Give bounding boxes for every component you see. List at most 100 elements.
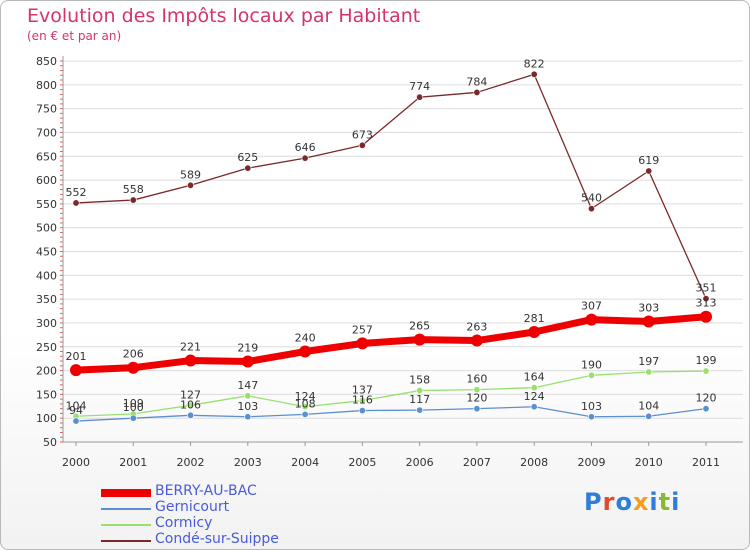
data-label: 137: [352, 384, 373, 397]
y-tick-label: 800: [36, 79, 57, 92]
legend-swatch: [101, 508, 151, 510]
y-tick-label: 50: [43, 436, 57, 449]
data-point: [700, 310, 712, 323]
data-point: [702, 367, 710, 375]
data-label: 219: [237, 342, 258, 355]
data-point: [416, 93, 424, 101]
data-label: 120: [466, 392, 487, 405]
data-label: 106: [180, 398, 201, 411]
data-point: [301, 410, 309, 418]
data-point: [528, 325, 541, 338]
x-tick-label: 2003: [234, 456, 262, 469]
data-label: 160: [466, 373, 487, 386]
legend-label: Gernicourt: [155, 499, 230, 515]
data-label: 147: [237, 379, 258, 392]
data-label: 257: [352, 323, 373, 336]
data-label: 124: [524, 390, 545, 403]
x-tick-label: 2004: [291, 456, 319, 469]
data-label: 197: [638, 355, 659, 368]
data-point: [585, 313, 598, 326]
data-label: 103: [581, 400, 602, 413]
data-label: 552: [66, 186, 87, 199]
data-label: 265: [409, 320, 430, 333]
data-label: 351: [696, 282, 717, 295]
y-tick-label: 300: [36, 317, 57, 330]
data-point: [72, 199, 80, 207]
data-label: 307: [581, 300, 602, 313]
data-point: [187, 401, 195, 409]
data-point: [358, 397, 366, 405]
series-line-Cormicy: [75, 370, 707, 417]
data-label: 120: [696, 392, 717, 405]
data-point: [702, 295, 710, 303]
data-label: 625: [237, 151, 258, 164]
data-point: [473, 386, 481, 394]
data-point: [645, 167, 653, 175]
data-label: 822: [524, 57, 545, 70]
data-point: [473, 88, 481, 96]
chart-subtitle: (en € et par an): [27, 29, 122, 43]
y-tick-label: 200: [36, 365, 57, 378]
data-label: 558: [123, 183, 144, 196]
data-point: [129, 414, 137, 422]
data-label: 673: [352, 128, 373, 141]
data-label: 589: [180, 168, 201, 181]
data-label: 263: [466, 321, 487, 334]
data-point: [645, 368, 653, 376]
legend-label: BERRY-AU-BAC: [155, 483, 257, 499]
data-label: 201: [66, 350, 87, 363]
x-tick-label: 2011: [692, 456, 720, 469]
data-point: [587, 205, 595, 213]
y-tick-label: 450: [36, 246, 57, 259]
data-label: 164: [524, 371, 545, 384]
proxiti-logo: Proxiti: [584, 488, 681, 516]
chart-title: Evolution des Impôts locaux par Habitant: [27, 5, 421, 27]
data-point: [530, 384, 538, 392]
data-label: 540: [581, 192, 602, 205]
series-line-Condé-sur-Suippe: [75, 73, 707, 299]
y-tick-label: 850: [36, 55, 57, 68]
data-point: [587, 413, 595, 421]
data-label: 313: [696, 297, 717, 310]
series-line-Gernicourt: [75, 406, 707, 422]
legend-swatch: [101, 489, 151, 497]
x-tick-label: 2009: [577, 456, 605, 469]
data-point: [187, 411, 195, 419]
legend-swatch: [101, 540, 151, 542]
series-line-BERRY-AU-BAC: [75, 313, 707, 374]
data-label: 127: [180, 388, 201, 401]
data-point: [241, 355, 254, 368]
data-point: [127, 361, 140, 374]
data-label: 109: [123, 397, 144, 410]
data-label: 94: [69, 404, 83, 417]
data-label: 784: [466, 75, 487, 88]
data-point: [244, 392, 252, 400]
data-point: [187, 181, 195, 189]
data-point: [587, 371, 595, 379]
data-label: 108: [295, 397, 316, 410]
x-tick-label: 2010: [635, 456, 663, 469]
data-point: [70, 364, 82, 377]
data-point: [184, 354, 197, 367]
data-label: 103: [237, 400, 258, 413]
y-tick-label: 100: [36, 412, 57, 425]
data-label: 190: [581, 358, 602, 371]
y-tick-label: 550: [36, 198, 57, 211]
data-label: 619: [638, 154, 659, 167]
data-point: [358, 141, 366, 149]
x-tick-label: 2006: [406, 456, 434, 469]
data-point: [645, 412, 653, 420]
data-point: [301, 403, 309, 411]
data-point: [299, 345, 312, 358]
data-point: [244, 413, 252, 421]
y-tick-label: 650: [36, 150, 57, 163]
x-tick-label: 2001: [119, 456, 147, 469]
data-point: [358, 407, 366, 415]
data-point: [530, 70, 538, 78]
data-label: 199: [696, 354, 717, 367]
data-point: [416, 406, 424, 414]
data-point: [473, 405, 481, 413]
x-tick-label: 2008: [520, 456, 548, 469]
y-tick-label: 350: [36, 293, 57, 306]
